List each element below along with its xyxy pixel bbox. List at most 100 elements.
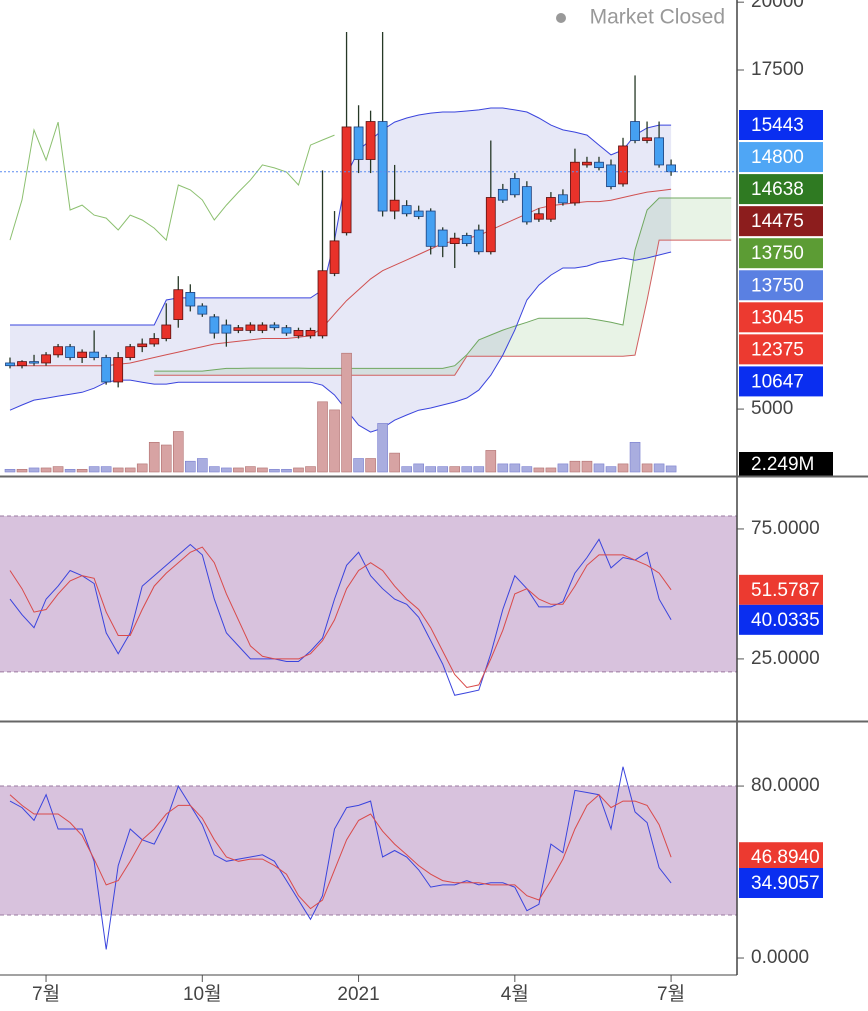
price-badge bbox=[739, 334, 823, 365]
volume-bar bbox=[593, 463, 605, 473]
volume-bar bbox=[449, 466, 461, 473]
volume-bar bbox=[100, 466, 112, 473]
volume-bar bbox=[401, 466, 412, 473]
price-badge-label: 40.0335 bbox=[751, 610, 820, 631]
volume-bar bbox=[377, 423, 388, 473]
candle-body bbox=[221, 324, 232, 334]
x-tick-label: 4월 bbox=[501, 983, 529, 1005]
y-tick-label: 17500 bbox=[751, 59, 804, 80]
candle-body bbox=[570, 161, 580, 204]
candle-body bbox=[269, 324, 280, 329]
volume-bar bbox=[569, 460, 581, 473]
volume-bar bbox=[124, 467, 136, 473]
candle-body bbox=[521, 186, 532, 223]
candle-body bbox=[77, 351, 88, 358]
candle-body bbox=[89, 351, 100, 358]
candle-body bbox=[257, 324, 268, 331]
candle-body bbox=[630, 121, 640, 141]
candle-body bbox=[485, 197, 496, 253]
candle-body bbox=[113, 357, 124, 383]
x-tick-label: 10월 bbox=[183, 983, 222, 1005]
volume-bar bbox=[28, 467, 40, 473]
volume-bar bbox=[233, 467, 244, 473]
price-badge-label: 51.5787 bbox=[751, 580, 820, 601]
volume-bar bbox=[172, 431, 184, 473]
price-badge-label: 12375 bbox=[751, 339, 804, 360]
candle-body bbox=[5, 362, 15, 367]
overlay-line bbox=[154, 197, 732, 372]
volume-bar bbox=[545, 467, 557, 473]
price-badge-label: 10647 bbox=[751, 371, 804, 392]
price-badge bbox=[739, 574, 823, 605]
candle-body bbox=[329, 240, 340, 274]
price-badge-label: 15443 bbox=[751, 115, 804, 136]
candle-body bbox=[209, 316, 220, 334]
price-badge bbox=[739, 270, 823, 301]
price-badge-label: 13045 bbox=[751, 307, 804, 328]
candle-body bbox=[197, 305, 208, 315]
candle-body bbox=[365, 121, 376, 160]
volume-bar bbox=[269, 468, 280, 473]
volume-bar bbox=[160, 444, 172, 473]
band bbox=[0, 515, 737, 672]
price-badge bbox=[739, 842, 823, 873]
overlay-line bbox=[154, 239, 732, 376]
market-status: Market Closed bbox=[590, 6, 725, 29]
volume-bar bbox=[76, 468, 88, 473]
volume-bar bbox=[185, 460, 196, 473]
volume-bar bbox=[485, 450, 497, 473]
volume-bar bbox=[88, 466, 100, 473]
volume-bar bbox=[497, 463, 509, 473]
volume-bar bbox=[197, 458, 208, 473]
candle-body bbox=[137, 343, 148, 348]
volume-bar bbox=[365, 458, 376, 473]
volume-bar bbox=[353, 458, 364, 473]
volume-bar bbox=[341, 352, 352, 473]
candle-body bbox=[509, 178, 520, 196]
y-tick-label: 80.0000 bbox=[751, 775, 820, 796]
price-badge-label: 14638 bbox=[751, 179, 804, 200]
price-badge bbox=[739, 604, 823, 635]
volume-bar bbox=[605, 466, 617, 473]
candle-body bbox=[497, 188, 508, 201]
ichimoku-cloud bbox=[154, 198, 732, 376]
volume-bar bbox=[509, 463, 521, 473]
volume-bar bbox=[473, 466, 485, 473]
candle-body bbox=[53, 346, 63, 356]
candle-body bbox=[101, 357, 112, 383]
price-badge-label: 13750 bbox=[751, 243, 804, 264]
price-badge-label: 34.9057 bbox=[751, 873, 820, 894]
candle-body bbox=[606, 164, 616, 188]
price-badge bbox=[739, 110, 823, 140]
price-badge bbox=[739, 238, 823, 269]
candle-body bbox=[654, 137, 664, 166]
volume-bar bbox=[281, 468, 292, 473]
volume-bar bbox=[317, 401, 328, 473]
candle-body bbox=[281, 327, 292, 334]
x-tick-label: 7월 bbox=[32, 983, 60, 1005]
volume-bar bbox=[665, 465, 677, 473]
candle-body bbox=[185, 292, 196, 307]
candle-body bbox=[594, 161, 604, 169]
candle-body bbox=[642, 137, 652, 141]
candle-body bbox=[461, 235, 472, 245]
candle-body bbox=[437, 229, 448, 247]
x-tick-label: 7월 bbox=[657, 983, 685, 1005]
candle-body bbox=[65, 346, 75, 358]
volume-bar bbox=[305, 466, 316, 473]
candle-body bbox=[245, 324, 256, 331]
volume-bar bbox=[136, 463, 148, 473]
volume-bar bbox=[112, 467, 124, 473]
volume-bar bbox=[557, 463, 569, 473]
candle-body bbox=[29, 361, 39, 364]
volume-bar bbox=[293, 467, 304, 473]
price-badge-label: 46.8940 bbox=[751, 847, 820, 868]
volume-bar bbox=[245, 466, 256, 473]
candle-body bbox=[413, 210, 424, 217]
candle-body bbox=[449, 237, 460, 245]
price-badge bbox=[739, 206, 823, 237]
price-badge bbox=[739, 302, 823, 333]
volume-bar bbox=[389, 452, 400, 473]
